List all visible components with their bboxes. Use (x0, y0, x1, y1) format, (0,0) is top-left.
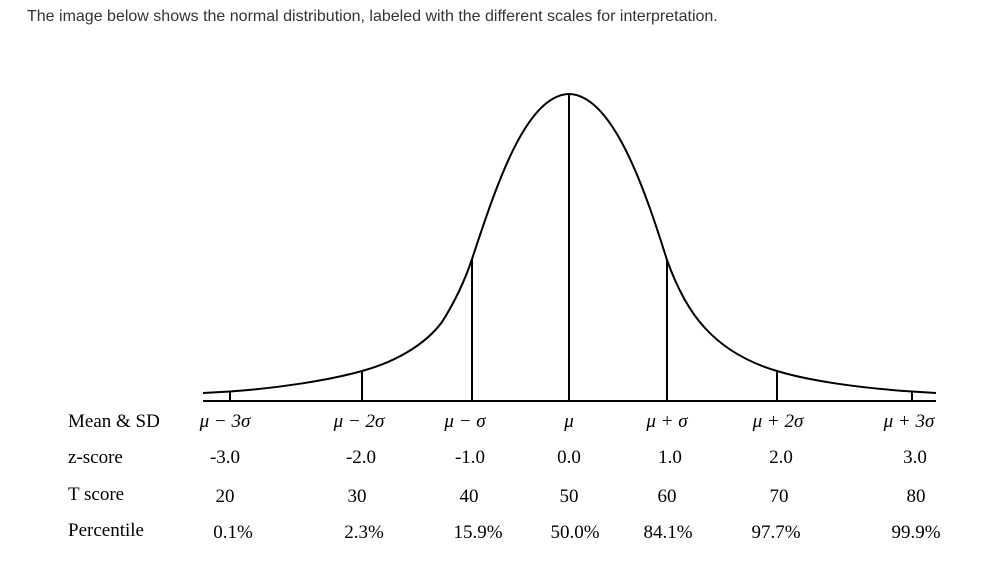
row-label-mean-sd: Mean & SD (68, 411, 160, 432)
z-score-value: -3.0 (209, 447, 241, 468)
percentile-value: 0.1% (213, 522, 253, 543)
z-score-value: 2.0 (769, 447, 793, 468)
percentile-value: 50.0% (550, 522, 600, 543)
percentile-value: 15.9% (453, 522, 503, 543)
percentile-value: 2.3% (344, 522, 384, 543)
mean-sd-plus-1: μ + σ (646, 411, 688, 432)
z-score-value: 0.0 (557, 447, 581, 468)
z-score-value: 3.0 (903, 447, 927, 468)
mean-sd-minus-1: μ − σ (444, 411, 486, 432)
t-score-value: 70 (769, 486, 789, 507)
t-score-value: 20 (215, 486, 235, 507)
z-score-value: -2.0 (345, 447, 377, 468)
t-score-value: 30 (347, 486, 367, 507)
t-score-value: 60 (657, 486, 677, 507)
mean-sd-plus-2: μ + 2σ (752, 411, 804, 432)
percentile-value: 99.9% (891, 522, 941, 543)
row-label-percentile: Percentile (68, 520, 144, 541)
mean-sd-plus-3: μ + 3σ (883, 411, 935, 432)
percentile-value: 84.1% (643, 522, 693, 543)
z-score-value: 1.0 (658, 447, 682, 468)
page-caption: The image below shows the normal distrib… (27, 8, 718, 25)
row-label-t-score: T score (68, 484, 125, 505)
mean-sd-minus-3: μ − 3σ (199, 411, 251, 432)
row-label-z-score: z-score (68, 447, 123, 468)
t-score-value: 50 (559, 486, 579, 507)
t-score-value: 80 (906, 486, 926, 507)
t-score-value: 40 (459, 486, 479, 507)
sd-marker-lines (229, 94, 913, 401)
percentile-value: 97.7% (751, 522, 801, 543)
mean-sd-minus-2: μ − 2σ (333, 411, 385, 432)
mean-sd-mean: μ (564, 411, 574, 432)
z-score-value: -1.0 (454, 447, 486, 468)
